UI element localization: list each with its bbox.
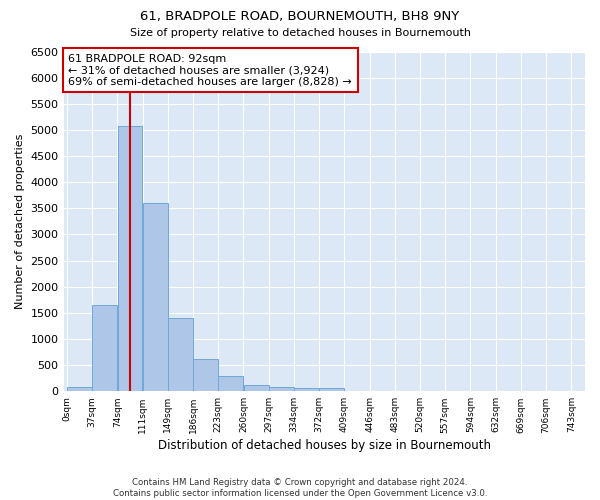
Bar (319, 388, 344, 392)
Text: Size of property relative to detached houses in Bournemouth: Size of property relative to detached ho… (130, 28, 470, 38)
Bar (143, 203, 167, 392)
Bar (67, 388, 92, 392)
Bar (218, 376, 244, 392)
Text: Contains HM Land Registry data © Crown copyright and database right 2024.
Contai: Contains HM Land Registry data © Crown c… (113, 478, 487, 498)
Bar (244, 384, 269, 392)
Bar (92, 305, 117, 392)
X-axis label: Distribution of detached houses by size in Bournemouth: Distribution of detached houses by size … (158, 440, 491, 452)
Bar (193, 359, 218, 392)
Bar (294, 388, 319, 392)
Bar (168, 318, 193, 392)
Text: 61, BRADPOLE ROAD, BOURNEMOUTH, BH8 9NY: 61, BRADPOLE ROAD, BOURNEMOUTH, BH8 9NY (140, 10, 460, 23)
Bar (118, 126, 142, 392)
Y-axis label: Number of detached properties: Number of detached properties (15, 134, 25, 309)
Text: 61 BRADPOLE ROAD: 92sqm
← 31% of detached houses are smaller (3,924)
69% of semi: 61 BRADPOLE ROAD: 92sqm ← 31% of detache… (68, 54, 352, 87)
Bar (269, 387, 294, 392)
